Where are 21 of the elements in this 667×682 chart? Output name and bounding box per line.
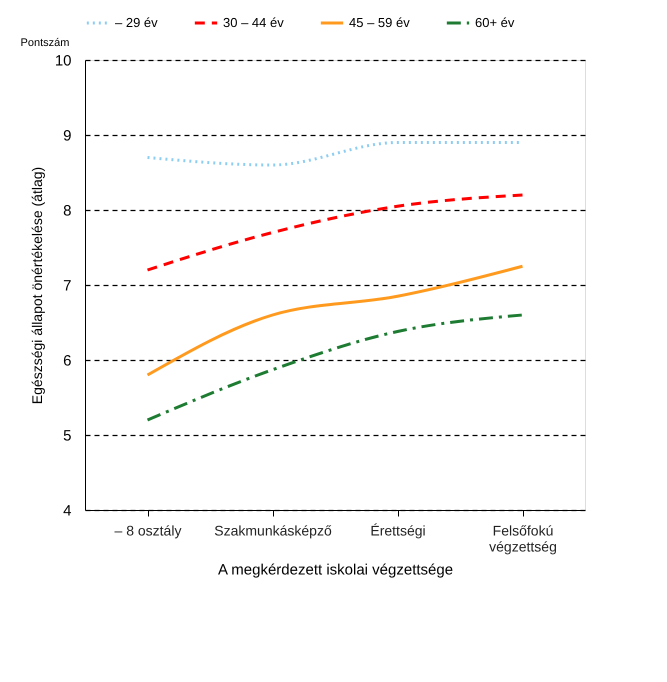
y-tick-label: 10 [54, 52, 72, 70]
legend-label: 30 – 44 év [223, 15, 284, 30]
y-tick-label: 8 [63, 202, 72, 220]
x-tick-label: Szakmunkásképző [214, 522, 332, 538]
text: Pontszám [20, 37, 70, 49]
x-tick-label: Felsőfokú végzettség [489, 522, 557, 554]
y-tick-label: 5 [63, 428, 72, 444]
x-tick-label: Érettségi [370, 522, 426, 538]
y-tick-label: 9 [63, 128, 72, 144]
legend-label: – 29 év [115, 15, 158, 30]
y-tick-label: 6 [63, 352, 72, 370]
x-tick-label: – 8 osztály [114, 522, 182, 538]
y-tick-label: 7 [63, 278, 72, 294]
y-axis-title: Egészségi állapot önértékelése (átlag) [28, 166, 45, 404]
y-tick-label: 4 [63, 502, 72, 520]
legend-label: 45 – 59 év [349, 15, 410, 30]
line-series [146, 194, 524, 272]
line-series [146, 264, 524, 376]
line-series [146, 314, 524, 422]
legend-label: 60+ év [475, 15, 515, 30]
x-axis-title: A megkérdezett iskolai végzettsége [218, 562, 454, 578]
